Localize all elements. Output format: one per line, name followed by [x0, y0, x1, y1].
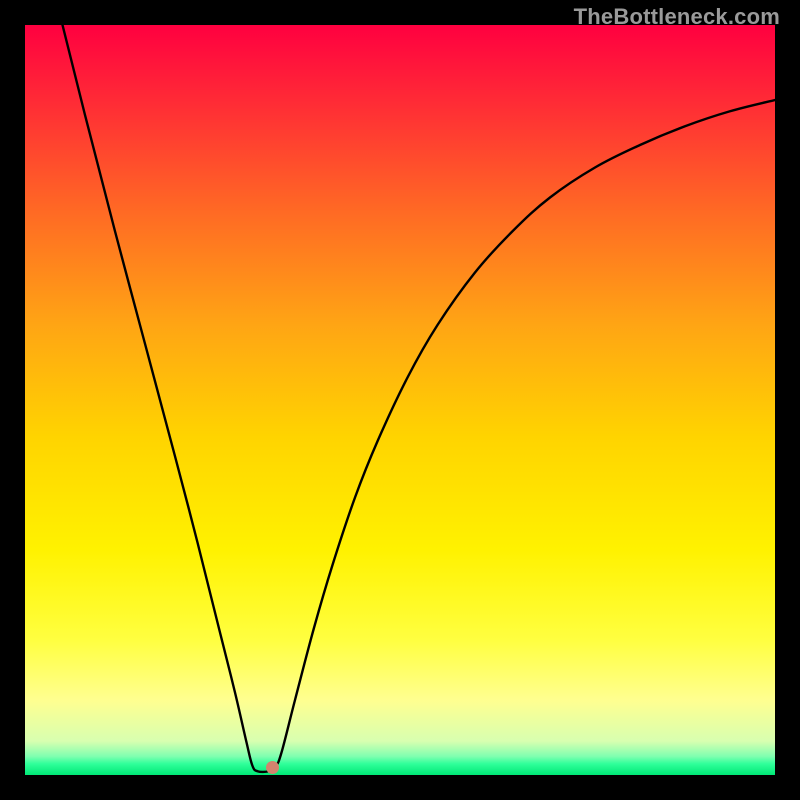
chart-frame: TheBottleneck.com	[0, 0, 800, 800]
gradient-background	[25, 25, 775, 775]
bottleneck-curve-chart	[25, 25, 775, 775]
optimum-marker	[266, 761, 279, 774]
plot-area	[25, 25, 775, 775]
